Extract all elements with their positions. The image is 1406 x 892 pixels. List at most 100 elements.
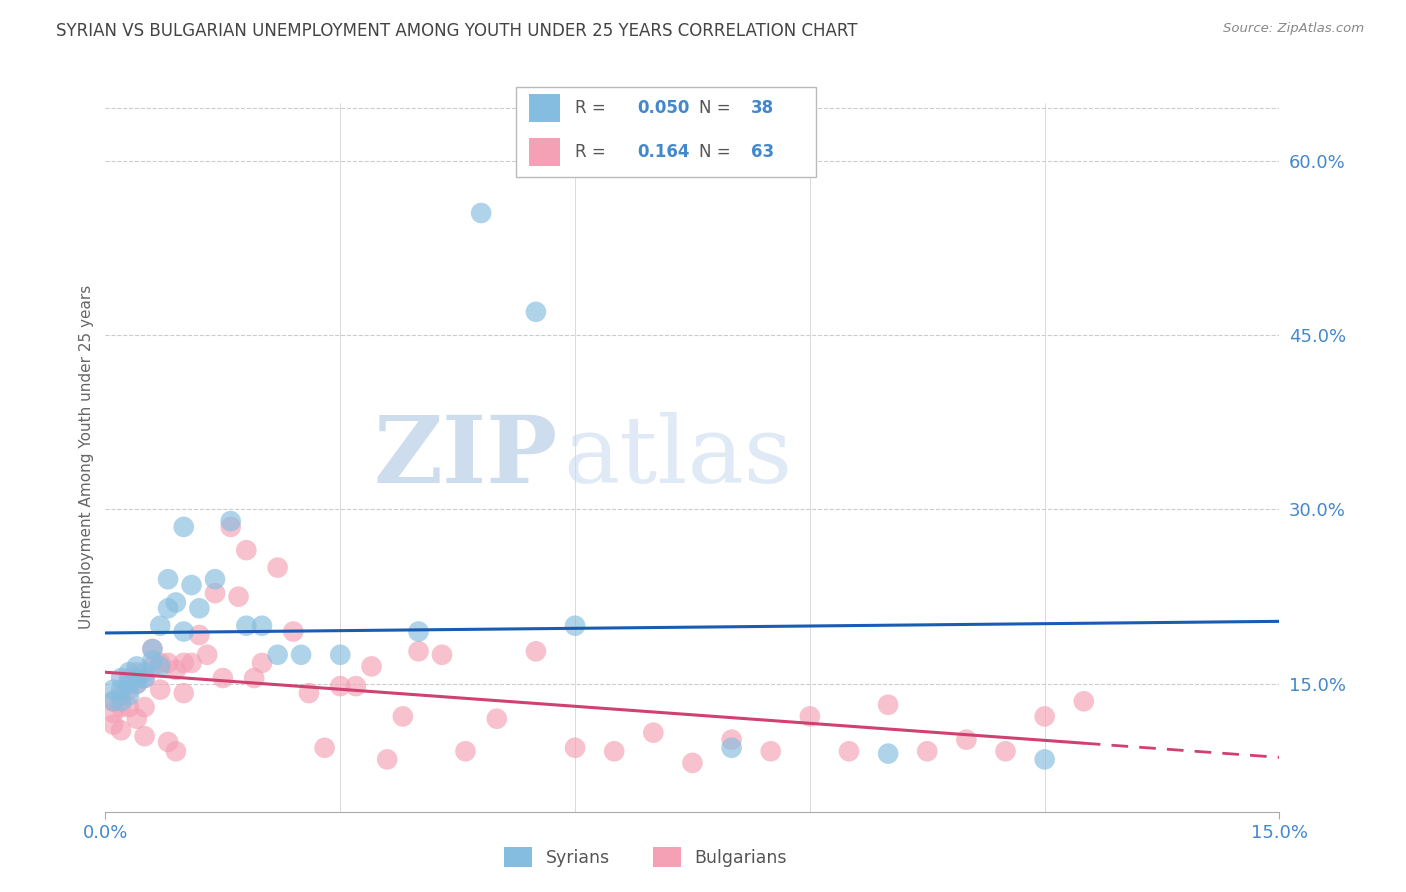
Text: SYRIAN VS BULGARIAN UNEMPLOYMENT AMONG YOUTH UNDER 25 YEARS CORRELATION CHART: SYRIAN VS BULGARIAN UNEMPLOYMENT AMONG Y… xyxy=(56,22,858,40)
Point xyxy=(392,709,415,723)
Point xyxy=(329,648,352,662)
Point xyxy=(266,648,288,662)
Point xyxy=(219,520,242,534)
Legend: Syrians, Bulgarians: Syrians, Bulgarians xyxy=(496,840,794,874)
Point xyxy=(134,665,156,680)
Point xyxy=(266,560,288,574)
Text: N =: N = xyxy=(699,99,735,117)
Point xyxy=(235,618,257,632)
Point xyxy=(524,644,547,658)
Point xyxy=(173,520,195,534)
Point xyxy=(470,206,492,220)
Point xyxy=(180,656,202,670)
Point xyxy=(103,694,125,708)
Point xyxy=(720,732,742,747)
Point xyxy=(141,654,163,668)
Text: R =: R = xyxy=(575,99,612,117)
Point xyxy=(103,682,125,697)
Point xyxy=(125,659,148,673)
Point xyxy=(877,698,900,712)
Point xyxy=(173,624,195,639)
Point xyxy=(110,671,132,685)
Point xyxy=(1033,709,1056,723)
Point xyxy=(643,725,665,739)
Point xyxy=(118,689,141,703)
Text: Source: ZipAtlas.com: Source: ZipAtlas.com xyxy=(1223,22,1364,36)
Point xyxy=(485,712,508,726)
Point xyxy=(204,586,226,600)
Point xyxy=(454,744,477,758)
Point xyxy=(235,543,257,558)
Point xyxy=(408,644,430,658)
Text: 63: 63 xyxy=(751,144,775,161)
Point xyxy=(173,686,195,700)
Point xyxy=(1073,694,1095,708)
Point xyxy=(211,671,233,685)
Point xyxy=(157,735,180,749)
Point xyxy=(149,682,172,697)
Point xyxy=(250,618,273,632)
Point xyxy=(955,732,977,747)
Point xyxy=(408,624,430,639)
Point xyxy=(564,618,586,632)
Text: N =: N = xyxy=(699,144,735,161)
Point xyxy=(564,740,586,755)
Point xyxy=(125,665,148,680)
Point xyxy=(118,677,141,691)
Point xyxy=(720,740,742,755)
Text: 0.164: 0.164 xyxy=(637,144,689,161)
Point xyxy=(188,601,211,615)
Point xyxy=(118,665,141,680)
Point xyxy=(125,677,148,691)
Point xyxy=(103,706,125,720)
Text: ZIP: ZIP xyxy=(373,412,557,502)
Point xyxy=(799,709,821,723)
Point xyxy=(1033,752,1056,766)
Point xyxy=(603,744,626,758)
FancyBboxPatch shape xyxy=(529,138,560,166)
Point xyxy=(118,671,141,685)
Point xyxy=(118,700,141,714)
Point xyxy=(290,648,312,662)
Point xyxy=(877,747,900,761)
Point xyxy=(165,595,187,609)
Point xyxy=(344,679,367,693)
Text: atlas: atlas xyxy=(564,412,793,502)
FancyBboxPatch shape xyxy=(516,87,817,177)
Point xyxy=(375,752,398,766)
Point xyxy=(283,624,305,639)
Text: 38: 38 xyxy=(751,99,775,117)
Point xyxy=(298,686,321,700)
Point xyxy=(103,717,125,731)
Point xyxy=(118,682,141,697)
Point xyxy=(134,729,156,743)
Point xyxy=(157,601,180,615)
Point xyxy=(329,679,352,693)
Y-axis label: Unemployment Among Youth under 25 years: Unemployment Among Youth under 25 years xyxy=(79,285,94,629)
Point xyxy=(838,744,860,758)
Point xyxy=(125,677,148,691)
Point xyxy=(110,682,132,697)
Point xyxy=(157,572,180,586)
Point xyxy=(188,628,211,642)
Point xyxy=(125,671,148,685)
Point xyxy=(103,694,125,708)
Point xyxy=(125,712,148,726)
Point xyxy=(157,656,180,670)
Point xyxy=(250,656,273,670)
Point xyxy=(915,744,938,758)
Point xyxy=(204,572,226,586)
Point xyxy=(165,744,187,758)
Point xyxy=(141,642,163,657)
Point xyxy=(228,590,250,604)
Point xyxy=(314,740,336,755)
Point xyxy=(149,618,172,632)
Point xyxy=(219,514,242,528)
Point xyxy=(360,659,382,673)
Point xyxy=(994,744,1017,758)
Point xyxy=(134,671,156,685)
Point xyxy=(243,671,266,685)
Point xyxy=(430,648,453,662)
Point xyxy=(149,659,172,673)
Point xyxy=(165,663,187,677)
